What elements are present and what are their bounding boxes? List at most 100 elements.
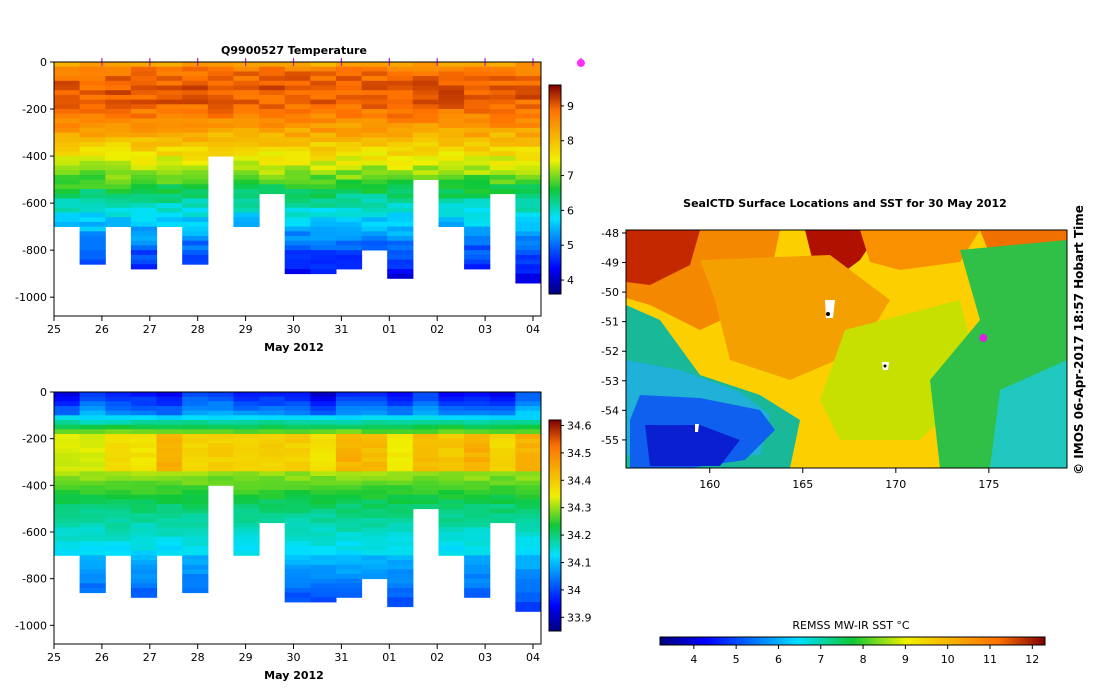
salinity-cell — [438, 541, 465, 547]
temperature-cell — [182, 132, 209, 138]
temperature-cell — [310, 160, 337, 166]
temperature-cell — [233, 76, 260, 82]
temperature-cell — [284, 217, 311, 223]
temperature-cell — [105, 80, 132, 86]
temperature-cell — [387, 142, 414, 148]
salinity-cell — [156, 504, 183, 510]
temperature-cell — [310, 226, 337, 232]
y-tick-label: -800 — [22, 244, 47, 257]
salinity-cell — [182, 494, 209, 500]
salinity-cell — [54, 499, 81, 505]
salinity-cell — [156, 546, 183, 552]
salinity-cell — [284, 508, 311, 514]
salinity-cell — [182, 513, 209, 519]
salinity-cell — [361, 424, 388, 430]
salinity-cell — [156, 410, 183, 416]
temperature-cell — [489, 137, 516, 143]
salinity-cell — [361, 420, 388, 426]
x-tick-label: 04 — [526, 323, 540, 336]
temperature-cell — [105, 123, 132, 129]
salinity-cell — [207, 438, 234, 444]
temperature-cell — [335, 240, 363, 246]
salinity-cell — [233, 508, 260, 514]
salinity-cell — [335, 401, 363, 407]
salinity-cell — [182, 392, 209, 398]
temperature-cell — [259, 160, 286, 166]
salinity-cell — [412, 420, 439, 426]
temperature-cell — [130, 118, 158, 124]
salinity-cell — [284, 443, 311, 449]
temperature-cell — [438, 62, 465, 68]
salinity-cell — [515, 541, 541, 547]
salinity-cell — [361, 555, 388, 561]
salinity-cell — [156, 392, 183, 398]
x-tick-label: 02 — [430, 651, 444, 664]
salinity-cell — [79, 541, 106, 547]
temperature-cell — [464, 113, 491, 119]
temperature-cell — [54, 109, 81, 115]
temperature-cell — [489, 109, 516, 115]
temperature-cell — [515, 217, 541, 223]
salinity-cell — [54, 532, 81, 538]
salinity-cell — [464, 485, 491, 491]
temperature-cell — [515, 94, 541, 100]
salinity-cell — [335, 592, 363, 598]
temperature-cell — [387, 207, 414, 213]
temperature-cell — [310, 66, 337, 72]
salinity-cell — [233, 429, 260, 435]
salinity-cell — [105, 485, 132, 491]
salinity-cell — [310, 564, 337, 570]
salinity-cell — [489, 396, 516, 402]
temperature-cell — [464, 156, 491, 162]
temperature-cell — [489, 156, 516, 162]
temperature-cell — [79, 236, 106, 242]
temperature-cell — [515, 137, 541, 143]
salinity-cell — [387, 406, 414, 412]
salinity-cell — [284, 466, 311, 472]
x-tick-label: 30 — [287, 323, 301, 336]
temperature-cell — [156, 151, 183, 157]
temperature-cell — [105, 118, 132, 124]
temperature-cell — [361, 203, 388, 209]
temperature-cell — [335, 160, 363, 166]
temperature-cell — [310, 127, 337, 133]
sst-colorbar-tick-label: 11 — [983, 653, 997, 666]
salinity-cell — [335, 443, 363, 449]
temperature-cell — [156, 212, 183, 218]
salinity-cell — [259, 518, 286, 524]
temperature-cell — [515, 118, 541, 124]
salinity-cell — [130, 424, 158, 430]
temperature-cell — [54, 207, 81, 213]
x-tick-label: 02 — [430, 323, 444, 336]
salinity-cell — [207, 471, 234, 477]
temperature-cell — [130, 160, 158, 166]
salinity-cell — [130, 555, 158, 561]
temperature-cell — [182, 240, 209, 246]
temperature-cell — [489, 113, 516, 119]
temperature-cell — [182, 259, 209, 265]
salinity-cell — [79, 518, 106, 524]
seal-location-marker[interactable] — [979, 333, 988, 342]
salinity-cell — [156, 396, 183, 402]
salinity-cell — [464, 564, 491, 570]
temperature-cell — [464, 259, 491, 265]
temperature-cell — [489, 62, 516, 68]
temperature-cell — [335, 264, 363, 270]
temperature-cell — [105, 142, 132, 148]
temperature-cell — [438, 198, 465, 204]
temperature-cell — [412, 71, 439, 77]
salinity-cell — [207, 415, 234, 421]
temperature-cell — [387, 264, 414, 270]
temperature-cell — [515, 259, 541, 265]
temperature-cell — [207, 104, 234, 110]
salinity-cell — [233, 415, 260, 421]
temperature-cell — [79, 160, 106, 166]
salinity-cell — [284, 476, 311, 482]
temperature-cell — [105, 174, 132, 180]
temperature-cell — [182, 76, 209, 82]
temperature-cell — [156, 127, 183, 133]
temperature-cell — [489, 160, 516, 166]
y-tick-label: 0 — [40, 386, 47, 399]
salinity-cell — [156, 452, 183, 458]
salinity-cell — [284, 434, 311, 440]
